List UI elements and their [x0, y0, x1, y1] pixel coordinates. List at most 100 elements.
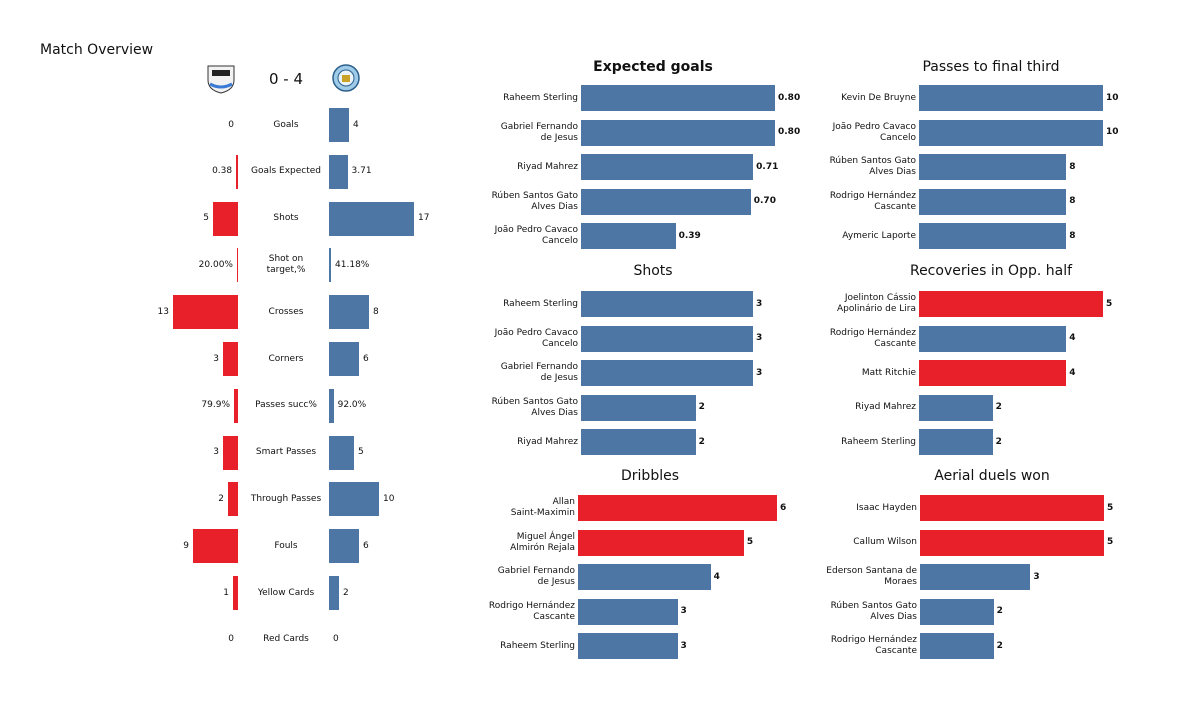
bar [919, 360, 1067, 386]
value-label: 2 [996, 606, 1003, 616]
bar [581, 188, 751, 215]
bar [919, 188, 1067, 215]
bar [919, 85, 1103, 111]
value-label: 10 [1106, 92, 1119, 103]
bar [578, 495, 777, 521]
away-bar [329, 295, 369, 330]
bar [920, 598, 994, 625]
player-label: João Pedro Cavaco Cancelo [494, 327, 578, 349]
bar [578, 529, 744, 556]
stat-label: Goals [273, 119, 299, 130]
bar [919, 394, 993, 421]
chart-title: Aerial duels won [934, 468, 1050, 484]
player-label: Raheem Sterling [841, 436, 916, 447]
value-label: 3 [680, 640, 687, 651]
bar [919, 429, 993, 455]
value-label: 5 [1107, 537, 1114, 547]
overview-title: Match Overview [40, 42, 154, 58]
stat-label: Shots [273, 213, 299, 224]
value-label: 2 [995, 402, 1002, 412]
home-bar [234, 388, 238, 423]
chart-title: Shots [633, 263, 673, 279]
value-label: 5 [1106, 298, 1113, 309]
away-value-label: 6 [363, 353, 369, 364]
home-logo [207, 65, 235, 94]
home-value-label: 3 [213, 353, 219, 364]
stat-label: Smart Passes [255, 447, 317, 458]
bar [581, 394, 696, 421]
player-label: João Pedro Cavaco Cancelo [494, 225, 578, 246]
away-value-label: 3.71 [351, 166, 372, 177]
bar [581, 291, 753, 317]
home-value-label: 20.00% [198, 259, 233, 270]
center-line [238, 108, 239, 658]
away-value-label: 6 [363, 540, 369, 551]
player-label: Raheem Sterling [500, 640, 575, 651]
stat-label: Goals Expected [250, 166, 322, 177]
home-bar [233, 576, 238, 610]
value-label: 2 [995, 436, 1002, 447]
home-value-label: 1 [223, 587, 229, 598]
player-label: Gabriel Fernando de Jesus [500, 362, 578, 383]
bar [920, 564, 1031, 590]
bar [920, 495, 1104, 521]
player-label: Rodrigo Hernández Cascante [829, 190, 916, 212]
stat-label: Fouls [274, 540, 298, 551]
bar [581, 360, 753, 386]
value-label: 6 [780, 502, 787, 513]
score: 0 - 4 [268, 70, 304, 88]
home-bar [213, 201, 238, 236]
bar [578, 564, 711, 590]
value-label: 2 [698, 402, 705, 412]
away-value-label: 0 [333, 634, 339, 645]
stat-label: Passes succ% [255, 400, 317, 411]
bar [919, 154, 1067, 180]
value-label: 3 [756, 333, 763, 343]
value-label: 0.70 [753, 196, 776, 206]
home-bar [223, 342, 238, 376]
away-bar [329, 482, 379, 517]
away-value-label: 4 [353, 119, 359, 130]
bar [919, 291, 1103, 317]
stat-label: Shot on target,% [266, 254, 306, 276]
bar [578, 633, 678, 659]
home-value-label: 2 [218, 493, 224, 504]
home-value-label: 5 [203, 213, 209, 224]
player-label: Ederson Santana de Moraes [826, 566, 917, 587]
away-bar [329, 435, 354, 470]
chart-title: Dribbles [621, 468, 679, 484]
player-label: João Pedro Cavaco Cancelo [832, 121, 916, 143]
bar [920, 633, 994, 659]
home-value-label: 3 [213, 447, 219, 458]
home-value-label: 0.38 [212, 166, 233, 177]
away-value-label: 17 [418, 213, 430, 224]
away-bar [329, 154, 348, 189]
bar [578, 598, 678, 625]
player-label: Allan Saint-Maximin [510, 497, 575, 518]
chart-title: Passes to final third [922, 59, 1060, 75]
value-label: 8 [1069, 196, 1076, 206]
value-label: 10 [1106, 127, 1119, 137]
away-value-label: 41.18% [335, 259, 370, 270]
value-label: 3 [680, 606, 687, 616]
away-bar [329, 576, 339, 610]
bar [919, 119, 1103, 146]
stat-label: Through Passes [250, 493, 322, 504]
value-label: 5 [1107, 502, 1114, 513]
stat-label: Red Cards [263, 634, 309, 645]
player-label: Isaac Hayden [856, 502, 917, 513]
player-label: Rodrigo Hernández Cascante [488, 600, 575, 622]
value-label: 3 [1033, 571, 1040, 582]
value-label: 3 [756, 298, 763, 309]
player-label: Joelinton Cássio Apolinário de Lira [836, 293, 916, 314]
player-label: Aymeric Laporte [842, 230, 916, 241]
bar [581, 119, 775, 146]
player-label: Matt Ritchie [861, 367, 916, 378]
away-value-label: 92.0% [337, 400, 367, 411]
stat-label: Corners [268, 353, 304, 364]
away-bar [329, 388, 334, 423]
value-label: 0.80 [778, 92, 801, 103]
player-label: Gabriel Fernando de Jesus [497, 566, 575, 587]
player-label: Raheem Sterling [503, 92, 578, 103]
